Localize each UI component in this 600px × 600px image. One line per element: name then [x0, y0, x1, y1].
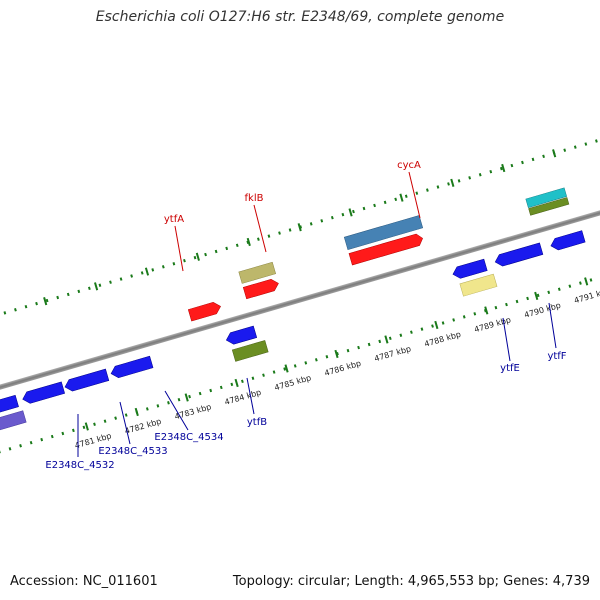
gene-label-ytfF: ytfF [547, 351, 566, 362]
callout-line-E2348C_4533 [119, 401, 131, 445]
gene-green-forward[interactable] [528, 197, 570, 216]
gene-ytfA[interactable] [187, 301, 222, 322]
gene-E2348C_4532[interactable] [21, 381, 66, 405]
gene-fklB-feature[interactable] [238, 261, 277, 284]
gene-E2348C_4533[interactable] [63, 368, 110, 393]
kbp-label-4790: 4790 kbp [523, 301, 562, 320]
outer-tick-line [0, 114, 600, 352]
gene-label-E2348C_4534: E2348C_4534 [154, 432, 223, 443]
callout-line-E2348C_4534 [164, 390, 189, 431]
gene-label-E2348C_4532: E2348C_4532 [45, 460, 114, 471]
callout-line-ytfB [246, 377, 255, 415]
gene-cycA-feature[interactable] [343, 215, 424, 250]
outer-major-ticks [43, 149, 557, 306]
callout-line-cycA [408, 171, 421, 219]
kbp-label-4787: 4787 kbp [373, 344, 412, 363]
genome-summary-text: Topology: circular; Length: 4,965,553 bp… [232, 574, 590, 589]
genome-backbone [0, 180, 600, 420]
gene-label-fklB: fklB [245, 193, 264, 204]
kbp-label-4789: 4789 kbp [473, 315, 512, 334]
gene-cyan-feature[interactable] [525, 187, 568, 208]
callout-line-ytfF [548, 302, 557, 349]
gene-ytfE-feature[interactable] [459, 273, 498, 297]
gene-label-E2348C_4533: E2348C_4533 [98, 446, 167, 457]
callout-line-ytfA [174, 225, 184, 272]
gene-E2348C_4532-feature[interactable] [0, 410, 27, 437]
callout-line-ytfE [502, 317, 511, 362]
kbp-label-4791: 4791 kbp [573, 286, 600, 305]
gene-label-ytfA: ytfA [164, 214, 184, 225]
gene-label-ytfE: ytfE [500, 363, 520, 374]
gene-fklB[interactable] [242, 278, 280, 300]
callout-line-fklB [253, 204, 267, 253]
kbp-label-4784: 4784 kbp [224, 388, 263, 407]
kbp-label-4786: 4786 kbp [323, 359, 362, 378]
inner-major-ticks [84, 277, 589, 431]
gene-reverse-right[interactable] [549, 230, 586, 252]
genome-title: Escherichia coli O127:H6 str. E2348/69, … [95, 9, 505, 25]
gene-label-cycA: cycA [397, 160, 421, 171]
gene-ytfF[interactable] [493, 242, 544, 268]
kbp-label-4785: 4785 kbp [273, 373, 312, 392]
gene-E2348C_4534[interactable] [109, 355, 154, 379]
kbp-label-4783: 4783 kbp [174, 402, 213, 421]
gene-ytfB-feature[interactable] [231, 340, 269, 362]
gene-ytfE[interactable] [451, 258, 488, 280]
gene-reverse-1[interactable] [0, 394, 19, 420]
gene-ytfB[interactable] [225, 325, 258, 346]
gene-label-ytfB: ytfB [247, 417, 267, 428]
gene-cycA[interactable] [348, 233, 424, 266]
kbp-label-4788: 4788 kbp [423, 330, 462, 349]
accession-text: Accession: NC_011601 [10, 574, 158, 589]
